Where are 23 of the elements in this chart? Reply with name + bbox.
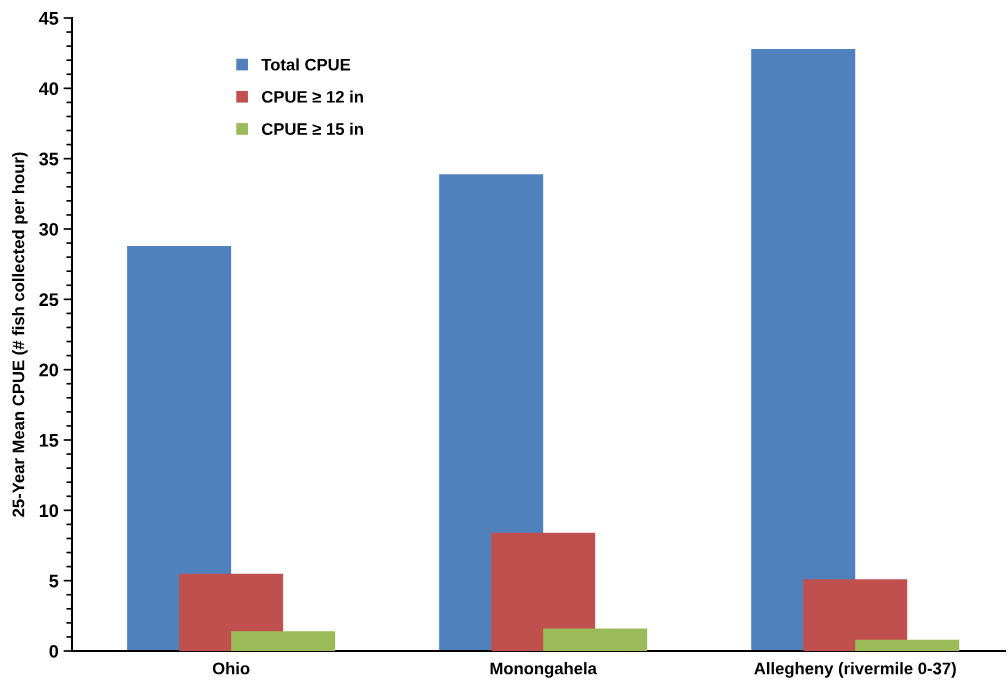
y-tick-label: 10 [39, 504, 59, 518]
y-tick-label: 20 [39, 363, 59, 377]
y-tick-label: 0 [49, 644, 59, 658]
y-tick-label: 30 [39, 222, 59, 236]
legend-label: CPUE ≥ 12 in [261, 90, 363, 103]
bar [543, 628, 648, 651]
bar [491, 532, 596, 651]
y-tick-label: 40 [39, 82, 59, 96]
y-tick-label: 35 [39, 152, 59, 166]
x-tick-label: Allegheny (rivermile 0-37) [754, 662, 956, 678]
y-tick-label: 45 [39, 12, 59, 25]
x-tick-label: Ohio [212, 662, 250, 675]
x-tick-label: Monongahela [490, 662, 597, 678]
legend-label: Total CPUE [261, 58, 351, 71]
bar [855, 639, 960, 651]
bar [231, 631, 336, 651]
y-tick-label: 5 [49, 574, 59, 588]
bar [803, 579, 908, 651]
bar [751, 48, 856, 651]
y-tick-label: 25 [39, 293, 59, 307]
y-tick-label: 15 [39, 434, 59, 447]
y-axis-title: 25-Year Mean CPUE (# fish collected per hour) [12, 152, 28, 517]
legend-label: CPUE ≥ 15 in [261, 122, 363, 135]
